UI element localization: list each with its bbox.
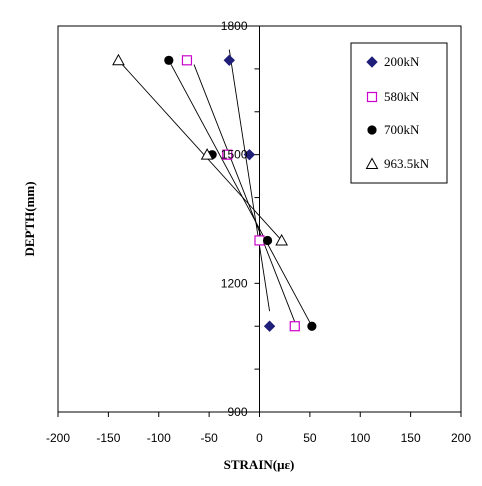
data-point bbox=[275, 233, 289, 246]
data-point bbox=[289, 321, 300, 332]
fit-lines bbox=[118, 49, 313, 327]
data-points bbox=[112, 53, 317, 332]
legend: 200kN 580kN 700kN 963.5kN bbox=[350, 42, 448, 184]
legend-box bbox=[350, 42, 448, 184]
x-tick-label: -100 bbox=[147, 431, 171, 445]
x-tick-label: 0 bbox=[256, 431, 263, 445]
data-point bbox=[307, 321, 317, 331]
fit-line-700kn bbox=[168, 60, 313, 327]
legend-marker bbox=[365, 157, 379, 169]
y-axis-title: DEPTH(mm) bbox=[22, 181, 37, 256]
x-tick-label: -150 bbox=[96, 431, 120, 445]
legend-marker bbox=[366, 91, 378, 103]
x-axis-title: STRAIN(με) bbox=[224, 457, 295, 472]
data-point bbox=[164, 55, 174, 65]
fit-line-580kn bbox=[193, 64, 296, 323]
y-tick-label: 900 bbox=[227, 405, 247, 419]
tick-labels: -200 -150 -100 -50 0 50 100 150 200 900 1200 1500 18… bbox=[46, 19, 471, 445]
data-point bbox=[222, 149, 233, 160]
legend-label-700kn: 700kN bbox=[384, 122, 420, 137]
x-tick-label: 200 bbox=[451, 431, 471, 445]
axes bbox=[57, 25, 462, 417]
y-tick-label: 1500 bbox=[221, 148, 248, 162]
legend-label-200kn: 200kN bbox=[384, 54, 420, 69]
y-tick-label: 1200 bbox=[221, 276, 248, 290]
x-tick-label: 50 bbox=[303, 431, 317, 445]
y-tick-label: 1800 bbox=[221, 19, 248, 33]
data-point bbox=[181, 55, 193, 66]
data-point bbox=[112, 53, 125, 66]
x-tick-label: -200 bbox=[46, 431, 70, 445]
data-point bbox=[243, 148, 256, 161]
fit-line-963-5kn bbox=[118, 60, 282, 241]
fit-line-200kn bbox=[228, 49, 271, 312]
x-tick-label: -50 bbox=[200, 431, 218, 445]
data-point bbox=[254, 235, 265, 246]
x-tick-label: 100 bbox=[350, 431, 370, 445]
data-point bbox=[262, 235, 273, 246]
legend-marker bbox=[366, 56, 378, 68]
data-point bbox=[223, 54, 235, 67]
legend-label-963-5kn: 963.5kN bbox=[384, 156, 430, 171]
legend-items bbox=[365, 56, 379, 169]
data-point bbox=[263, 320, 276, 332]
x-tick-label: 150 bbox=[401, 431, 421, 445]
legend-label-580kn: 580kN bbox=[384, 89, 420, 104]
legend-marker bbox=[367, 125, 377, 135]
data-point bbox=[200, 148, 214, 160]
